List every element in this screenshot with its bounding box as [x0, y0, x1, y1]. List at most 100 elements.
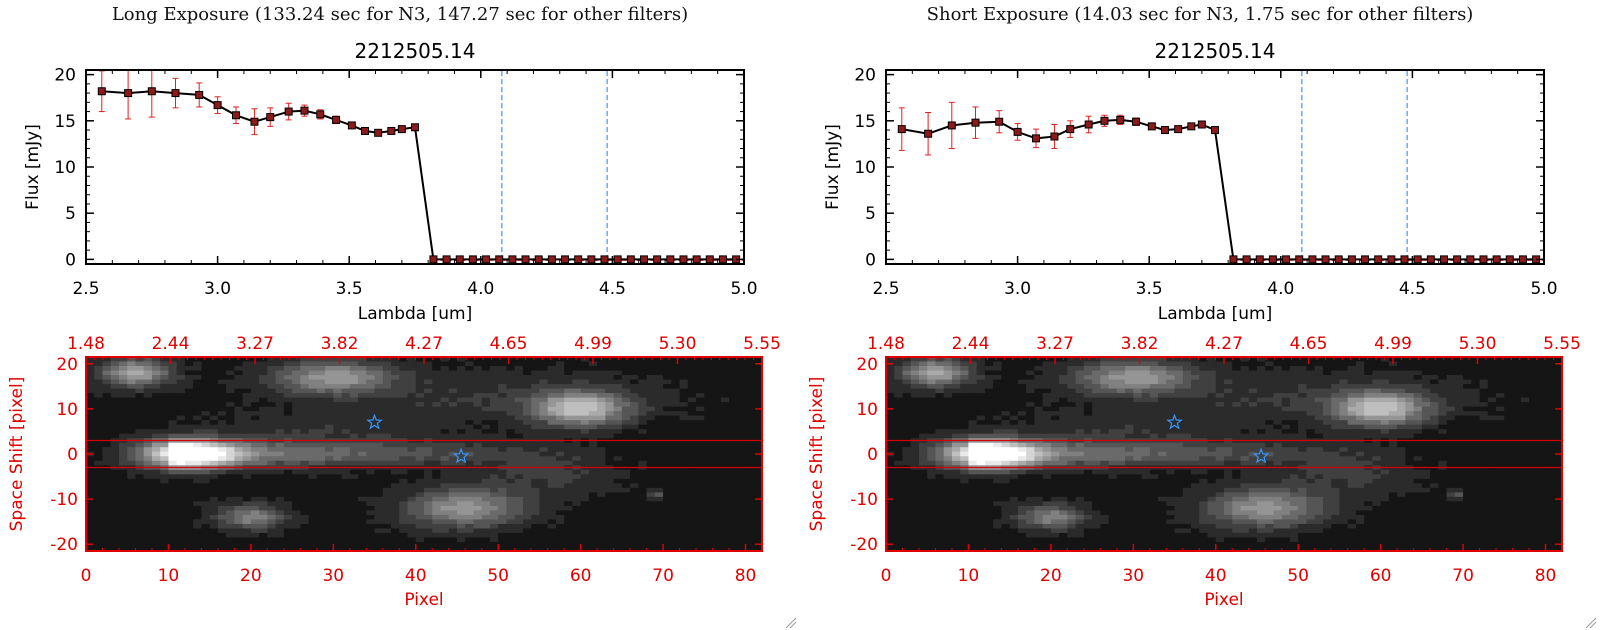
heatmap-cell	[613, 379, 623, 385]
heatmap-cell	[234, 420, 244, 426]
heatmap-cell	[696, 451, 705, 457]
heatmap-cell	[259, 514, 268, 521]
flux-point	[947, 121, 956, 130]
heatmap-cell	[358, 397, 367, 403]
heatmap-cell	[300, 519, 310, 525]
heatmap-cell	[506, 460, 516, 466]
heatmap-cell	[391, 510, 400, 516]
heatmap-cell	[514, 447, 524, 453]
heatmap-cell	[943, 357, 953, 363]
heatmap-cell	[1504, 375, 1514, 381]
heatmap-cell	[283, 411, 293, 417]
heatmap-cell	[308, 492, 318, 498]
heatmap-cell	[399, 366, 409, 372]
heatmap-cell	[193, 541, 203, 548]
pixel-tick-label: 60	[570, 566, 592, 586]
heatmap-cell	[168, 537, 178, 543]
heatmap-cell	[1529, 379, 1538, 385]
heatmap-cell	[564, 537, 573, 543]
heatmap-cell	[671, 384, 681, 390]
heatmap-cell	[226, 537, 235, 543]
heatmap-cell	[943, 393, 953, 399]
heatmap-cell	[118, 388, 128, 394]
heatmap-cell	[720, 505, 730, 511]
heatmap-cell	[1050, 379, 1060, 385]
heatmap-cell	[127, 375, 137, 381]
heatmap-cell	[127, 388, 137, 394]
heatmap-cell	[489, 492, 499, 498]
heatmap-cell	[1537, 384, 1547, 390]
heatmap-cell	[737, 442, 747, 448]
heatmap-cell	[193, 415, 203, 421]
heatmap-cell	[456, 451, 466, 457]
heatmap-cell	[646, 451, 656, 457]
heatmap-cell	[259, 366, 268, 372]
heatmap-cell	[1116, 361, 1126, 367]
heatmap-cell	[1133, 370, 1143, 376]
heatmap-cell	[1182, 366, 1192, 372]
heatmap-cell	[168, 523, 178, 530]
heatmap-cell	[1281, 384, 1291, 390]
heatmap-cell	[448, 519, 458, 525]
flux-point	[1387, 255, 1396, 264]
spectral-image	[86, 357, 763, 552]
heatmap-cell	[1108, 384, 1118, 390]
heatmap-cell	[737, 460, 747, 466]
heatmap-cell	[976, 366, 986, 372]
heatmap-cell	[168, 402, 178, 408]
heatmap-cell	[259, 519, 268, 525]
heatmap-cell	[1520, 393, 1530, 399]
heatmap-cell	[1207, 397, 1217, 403]
heatmap-cell	[242, 528, 252, 534]
heatmap-cell	[943, 384, 953, 390]
heatmap-cell	[168, 384, 178, 390]
heatmap-cell	[630, 528, 639, 534]
heatmap-cell	[1224, 388, 1233, 394]
heatmap-cell	[292, 483, 301, 489]
wavelength-tick-label: 2.44	[152, 334, 190, 354]
heatmap-cell	[184, 546, 194, 552]
heatmap-cell	[424, 379, 433, 385]
heatmap-cell	[605, 406, 615, 412]
heatmap-cell	[184, 402, 194, 408]
heatmap-cell	[1430, 375, 1439, 381]
heatmap-cell	[696, 523, 705, 530]
heatmap-cell	[704, 370, 714, 376]
heatmap-cell	[267, 415, 277, 421]
heatmap-cell	[86, 429, 95, 435]
heatmap-cell	[127, 519, 137, 525]
heatmap-cell	[448, 370, 458, 376]
heatmap-cell	[341, 469, 351, 475]
heatmap-cell	[424, 460, 433, 466]
heatmap-cell	[292, 433, 301, 439]
heatmap-cell	[712, 541, 722, 548]
heatmap-cell	[638, 420, 648, 426]
heatmap-cell	[613, 370, 623, 376]
heatmap-cell	[184, 420, 194, 426]
heatmap-cell	[1446, 379, 1456, 385]
heatmap-cell	[704, 393, 714, 399]
heatmap-cell	[415, 433, 425, 439]
heatmap-cell	[358, 433, 367, 439]
heatmap-cell	[564, 501, 573, 507]
heatmap-cell	[663, 420, 672, 426]
heatmap-cell	[349, 411, 359, 417]
heatmap-cell	[621, 487, 631, 493]
heatmap-cell	[440, 546, 450, 552]
heatmap-cell	[984, 384, 994, 390]
heatmap-cell	[102, 546, 112, 552]
heatmap-cell	[160, 384, 170, 390]
heatmap-cell	[209, 388, 219, 394]
heatmap-cell	[217, 424, 227, 430]
heatmap-cell	[127, 447, 137, 453]
heatmap-cell	[275, 523, 285, 530]
heatmap-cell	[143, 442, 153, 448]
heatmap-cell	[621, 370, 631, 376]
heatmap-cell	[481, 469, 491, 475]
heatmap-cell	[366, 519, 376, 525]
heatmap-cell	[720, 406, 730, 412]
heatmap-cell	[86, 483, 95, 489]
heatmap-cell	[242, 496, 252, 502]
heatmap-cell	[168, 492, 178, 498]
heatmap-cell	[143, 379, 153, 385]
